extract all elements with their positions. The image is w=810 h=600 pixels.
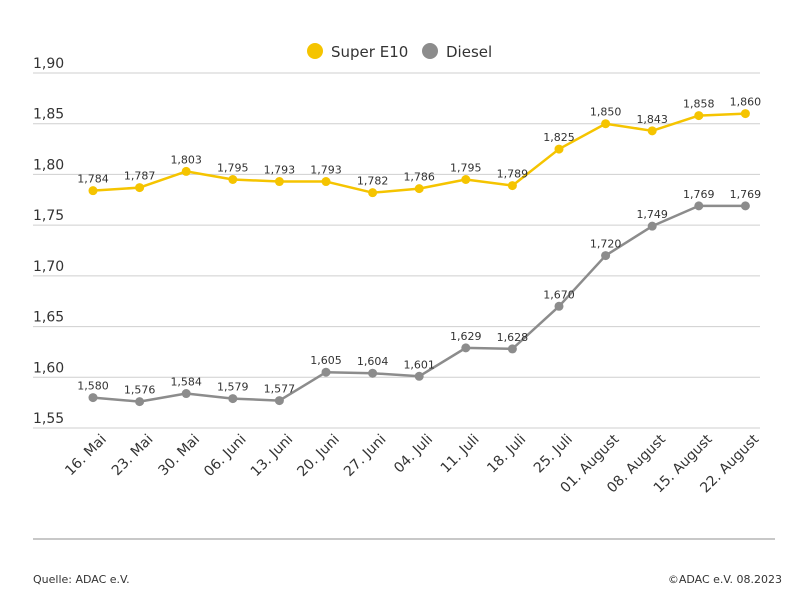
data-label: 1,793 [310,164,342,177]
data-label: 1,850 [590,106,622,119]
data-point [321,367,331,377]
data-label: 1,858 [683,98,715,111]
data-label: 1,604 [357,355,389,368]
data-label: 1,579 [217,381,249,394]
data-point [694,111,704,121]
data-label: 1,576 [124,384,156,397]
gridlines [33,72,760,429]
data-point [228,394,238,404]
legend-marker [422,43,438,59]
data-label: 1,769 [683,188,715,201]
data-label: 1,784 [77,173,109,186]
y-axis: 1,55 1,60 1,65 1,70 1,75 1,80 1,85 1,90 [33,56,64,427]
data-label: 1,803 [170,153,202,166]
data-point [274,177,284,187]
data-label: 1,787 [124,170,156,183]
legend: Super E10 Diesel [307,43,492,61]
data-label: 1,749 [636,208,668,221]
data-point [181,166,191,176]
x-tick-label: 06. Juni [201,432,249,480]
data-label: 1,825 [543,131,575,144]
y-tick-label: 1,70 [33,259,64,275]
data-label: 1,628 [497,331,529,344]
legend-label: Super E10 [331,43,408,61]
data-point [740,109,750,119]
data-point [507,181,517,191]
y-tick-label: 1,75 [33,208,64,224]
data-point [228,175,238,184]
data-point [135,183,145,193]
data-point [414,184,424,194]
data-point [554,144,564,154]
data-point [181,389,191,399]
x-tick-label: 27. Juni [341,432,389,480]
y-tick-label: 1,80 [33,157,64,173]
data-label: 1,584 [170,376,202,389]
legend-label: Diesel [446,43,492,61]
y-tick-label: 1,60 [33,360,64,376]
x-tick-label: 13. Juni [248,432,296,480]
data-point [368,188,378,198]
data-point [414,371,424,381]
footer-divider [33,538,775,540]
data-point [601,251,611,261]
data-point [647,126,657,136]
data-point [274,396,284,406]
y-tick-label: 1,85 [33,107,64,123]
x-tick-label: 25. Juli [531,432,576,477]
legend-marker [307,43,323,59]
copyright-note: ©ADAC e.V. 08.2023 [667,573,782,586]
data-point [368,368,378,378]
data-label: 1,601 [403,358,435,371]
data-label: 1,843 [636,113,668,126]
x-tick-label: 30. Mai [155,432,203,480]
x-tick-label: 18. Juli [484,432,529,477]
data-point [135,397,145,407]
data-label: 1,795 [450,162,482,175]
data-label: 1,605 [310,354,342,367]
data-point [507,344,517,354]
data-label: 1,720 [590,238,622,251]
data-label: 1,577 [264,383,296,396]
y-tick-label: 1,90 [33,56,64,72]
line-chart: 1,55 1,60 1,65 1,70 1,75 1,80 1,85 1,90 16. Mai… [33,43,763,496]
data-label: 1,782 [357,175,389,188]
x-tick-label: 23. Mai [109,432,157,480]
data-point [740,201,750,211]
data-point [321,177,331,187]
x-tick-label: 11. Juli [438,432,483,477]
data-point [694,201,704,211]
data-label: 1,580 [77,380,109,393]
source-note: Quelle: ADAC e.V. [33,573,130,586]
data-label: 1,860 [730,96,762,109]
data-point [88,186,98,196]
data-point [88,393,98,403]
y-tick-label: 1,65 [33,310,64,326]
y-tick-label: 1,55 [33,411,64,427]
data-label: 1,789 [497,168,529,181]
data-point [647,221,657,231]
series-group: 1,784 1,787 1,803 1,795 1,793 1,793 1,782 1,786… [77,96,761,407]
data-point [461,343,471,353]
x-tick-label: 04. Juli [391,432,436,477]
data-label: 1,786 [403,171,435,184]
x-tick-label: 16. Mai [62,432,110,480]
data-point [601,119,611,129]
data-label: 1,795 [217,162,249,175]
data-label: 1,670 [543,288,575,301]
data-point [554,301,564,311]
data-label: 1,769 [730,188,762,201]
data-label: 1,629 [450,330,482,343]
data-label: 1,793 [264,164,296,177]
x-tick-label: 20. Juni [294,432,342,480]
data-point [461,175,471,184]
